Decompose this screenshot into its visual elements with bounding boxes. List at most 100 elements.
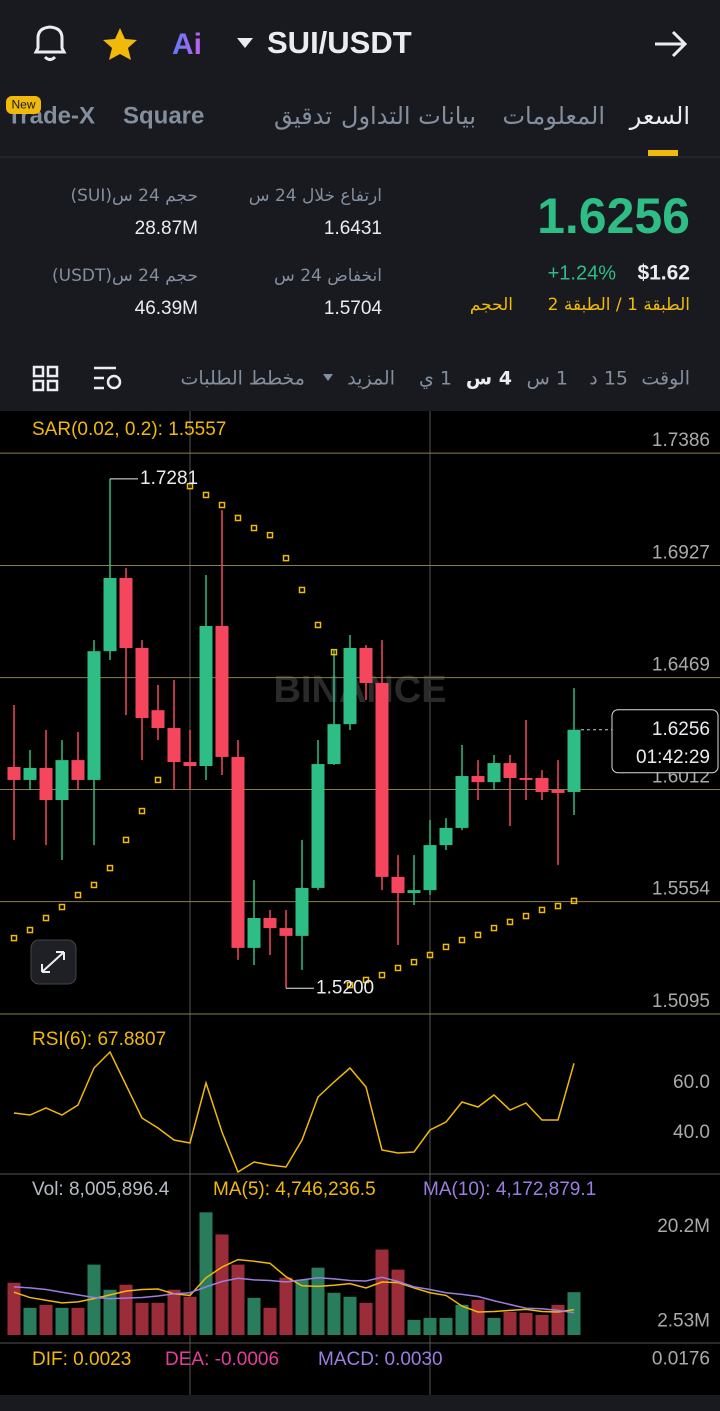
sar-dot	[58, 903, 66, 911]
sar-dot	[10, 934, 18, 942]
volume-bar	[199, 1212, 213, 1335]
stat-value: 1.5704	[324, 298, 383, 319]
chart-background	[0, 411, 720, 1395]
layout-icon[interactable]	[32, 365, 59, 392]
star-icon[interactable]	[103, 28, 137, 60]
candle-body	[199, 625, 213, 766]
volume-bar	[87, 1264, 101, 1335]
extreme-label: 1.7281	[140, 468, 198, 489]
candle-body	[407, 890, 421, 894]
extreme-label: 1.5200	[316, 977, 374, 998]
sar-dot	[506, 918, 514, 926]
ai-icon[interactable]: Ai	[172, 28, 202, 61]
stat-label: حجم 24 س(USDT)	[52, 266, 198, 286]
stat-label: حجم 24 س(SUI)	[70, 186, 198, 206]
candle-body	[7, 766, 21, 780]
candle-body	[135, 647, 149, 719]
candle-body	[151, 710, 165, 729]
interval[interactable]: 15 د	[589, 368, 628, 390]
interval[interactable]: 1 س	[527, 368, 568, 390]
volume-link[interactable]: الحجم	[470, 295, 513, 315]
sar-dot	[154, 776, 162, 784]
sar-dot	[298, 586, 306, 594]
tab[interactable]: السعر	[629, 102, 690, 130]
volume-bar	[295, 1279, 309, 1335]
expand-button[interactable]	[30, 939, 77, 985]
sar-dot	[234, 514, 242, 522]
interval: الوقت	[641, 368, 690, 390]
sar-dot	[266, 531, 274, 539]
sar-dot	[522, 912, 530, 920]
sar-dot	[394, 964, 402, 972]
new-badge-bg	[6, 96, 41, 114]
tab-indicator	[648, 150, 678, 156]
volume-bar	[39, 1304, 53, 1335]
interval[interactable]: 4 س	[466, 368, 512, 390]
more-caret	[323, 374, 333, 381]
indicator-icon[interactable]	[94, 366, 122, 390]
share-icon[interactable]	[655, 30, 688, 58]
candle-body	[503, 763, 517, 778]
interval[interactable]: 1 ي	[419, 368, 452, 390]
candle-body	[231, 756, 245, 948]
stat-value: 46.39M	[135, 298, 198, 319]
interval[interactable]: المزيد	[347, 368, 395, 390]
nav-bar	[0, 1395, 720, 1411]
y-tick-label: 20.2M	[657, 1216, 710, 1237]
candle-body	[391, 876, 405, 894]
candle-body	[247, 918, 261, 948]
stat-value: 28.87M	[135, 218, 198, 239]
volume-bar	[343, 1296, 357, 1335]
sar-dot	[330, 648, 338, 656]
candle-body	[279, 928, 293, 936]
candle-body	[39, 767, 53, 801]
ma-line	[13, 1276, 575, 1314]
sar-dot	[218, 501, 226, 509]
candle-body	[71, 760, 85, 780]
countdown: 01:42:29	[636, 747, 710, 768]
legend-entry: MA(10): 4,172,879.1	[423, 1179, 596, 1200]
tab[interactable]: بيانات التداول	[341, 102, 476, 130]
legend-entry: DEA: -0.0006	[165, 1349, 279, 1370]
y-tick-label: 40.0	[673, 1122, 710, 1143]
volume-bar	[327, 1292, 341, 1335]
volume-bar	[535, 1314, 549, 1335]
sar-dot	[346, 981, 354, 989]
volume-bar	[71, 1307, 85, 1335]
sar-dot	[426, 951, 434, 959]
sar-dot	[410, 958, 418, 966]
last-price-label: 1.6256	[652, 719, 710, 740]
candle-body	[375, 682, 389, 877]
volume-bar	[151, 1302, 165, 1335]
bell-icon[interactable]	[33, 25, 67, 61]
pair-title[interactable]: SUI/USDT	[267, 25, 412, 60]
rsi-line	[13, 1050, 575, 1174]
y-tick-label: 1.5095	[652, 991, 710, 1012]
candle-body	[311, 764, 325, 888]
last-price-box	[611, 709, 719, 774]
candle-body	[55, 760, 69, 801]
candle-body	[215, 625, 229, 757]
tab[interactable]: المعلومات	[502, 102, 605, 130]
tab[interactable]: Square	[123, 102, 204, 129]
candle-body	[423, 845, 437, 891]
indicator-legend: SAR(0.02, 0.2): 1.5557	[32, 419, 226, 440]
candle-body	[535, 777, 549, 792]
tab[interactable]: تدقيق	[274, 102, 332, 130]
y-tick-label: 0.0176	[652, 1348, 710, 1369]
sar-dot	[490, 924, 498, 932]
layer-link[interactable]: الطبقة 1 / الطبقة 2	[548, 295, 690, 315]
interval[interactable]: مخطط الطلبات	[181, 368, 305, 390]
volume-bar	[391, 1269, 405, 1335]
volume-bar	[311, 1267, 325, 1335]
candle-body	[87, 651, 101, 780]
sar-dot	[202, 491, 210, 499]
sar-dot	[474, 931, 482, 939]
volume-bar	[55, 1307, 69, 1335]
volume-bar	[247, 1297, 261, 1335]
volume-bar	[407, 1319, 421, 1335]
dropdown-icon[interactable]	[237, 38, 253, 48]
sar-dot	[538, 906, 546, 914]
candle-body	[295, 887, 309, 936]
candle-body	[519, 777, 533, 780]
